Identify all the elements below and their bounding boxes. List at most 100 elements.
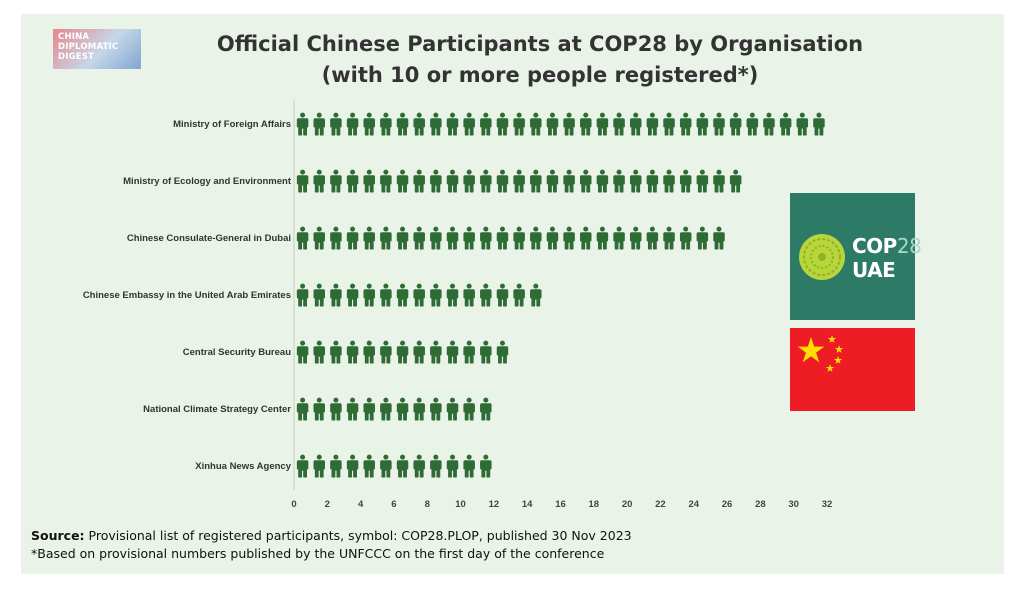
person-icon bbox=[396, 397, 409, 421]
person-icon bbox=[313, 397, 326, 421]
person-icon bbox=[296, 226, 309, 250]
china-diplomatic-digest-logo: CHINA DIPLOMATIC DIGEST bbox=[53, 29, 141, 69]
person-icon bbox=[530, 112, 542, 136]
person-icon bbox=[696, 169, 709, 193]
person-icon bbox=[380, 454, 392, 478]
person-icon bbox=[546, 112, 559, 136]
person-icon bbox=[430, 169, 442, 193]
person-icon bbox=[463, 397, 475, 421]
person-icon bbox=[446, 454, 459, 478]
person-icon bbox=[363, 340, 375, 364]
person-icon bbox=[646, 169, 659, 193]
source-text: Provisional list of registered participa… bbox=[84, 528, 632, 543]
person-icon bbox=[446, 226, 459, 250]
person-icon bbox=[346, 169, 359, 193]
category-label: Chinese Consulate-General in Dubai bbox=[127, 233, 291, 244]
x-tick-label: 12 bbox=[489, 499, 500, 510]
person-icon bbox=[513, 283, 525, 307]
person-icon bbox=[296, 397, 309, 421]
person-icon bbox=[563, 112, 575, 136]
person-icon bbox=[480, 112, 492, 136]
bar-row bbox=[296, 340, 509, 364]
person-icon bbox=[413, 112, 425, 136]
person-icon bbox=[363, 454, 375, 478]
person-icon bbox=[646, 226, 659, 250]
cop28-logo-line2: UAE bbox=[852, 258, 896, 282]
person-icon bbox=[530, 226, 542, 250]
person-icon bbox=[613, 169, 625, 193]
person-icon bbox=[646, 112, 659, 136]
person-icon bbox=[480, 454, 492, 478]
category-label: Ministry of Foreign Affairs bbox=[173, 119, 291, 130]
person-icon bbox=[580, 169, 592, 193]
cop28-logo-line1: COP28 bbox=[852, 234, 922, 258]
x-tick-label: 14 bbox=[522, 499, 533, 510]
bar-row bbox=[296, 454, 492, 478]
china-flag-stars bbox=[797, 335, 844, 372]
person-icon bbox=[629, 226, 642, 250]
person-icon bbox=[330, 283, 342, 307]
x-tick-label: 28 bbox=[755, 499, 766, 510]
bar-row bbox=[296, 397, 492, 421]
person-icon bbox=[463, 454, 475, 478]
person-icon bbox=[729, 112, 742, 136]
cop28-logo-number: 28 bbox=[896, 234, 922, 258]
person-icon bbox=[663, 112, 675, 136]
person-icon bbox=[346, 397, 359, 421]
person-icon bbox=[729, 169, 742, 193]
logo-line: DIPLOMATIC bbox=[58, 42, 119, 52]
category-label: Xinhua News Agency bbox=[195, 461, 291, 472]
person-icon bbox=[380, 283, 392, 307]
person-icon bbox=[796, 112, 809, 136]
person-icon bbox=[513, 226, 525, 250]
globe-icon bbox=[799, 234, 845, 280]
person-icon bbox=[596, 112, 609, 136]
person-icon bbox=[679, 169, 692, 193]
category-label: National Climate Strategy Center bbox=[143, 404, 291, 415]
person-icon bbox=[763, 112, 775, 136]
person-icon bbox=[330, 112, 342, 136]
x-tick-label: 6 bbox=[391, 499, 396, 510]
x-tick-label: 4 bbox=[358, 499, 364, 510]
flag-small-star bbox=[833, 356, 843, 364]
bar-row bbox=[296, 112, 825, 136]
person-icon bbox=[396, 283, 409, 307]
person-icon bbox=[330, 454, 342, 478]
person-icon bbox=[346, 283, 359, 307]
person-icon bbox=[496, 283, 509, 307]
chart-footer: Source: Provisional list of registered p… bbox=[31, 527, 991, 563]
person-icon bbox=[346, 454, 359, 478]
person-icon bbox=[380, 340, 392, 364]
person-icon bbox=[530, 169, 542, 193]
person-icon bbox=[346, 112, 359, 136]
person-icon bbox=[629, 112, 642, 136]
person-icon bbox=[330, 226, 342, 250]
person-icon bbox=[380, 112, 392, 136]
person-icon bbox=[396, 226, 409, 250]
person-icon bbox=[313, 340, 326, 364]
category-label: Ministry of Ecology and Environment bbox=[123, 176, 292, 187]
person-icon bbox=[546, 169, 559, 193]
flag-small-star bbox=[827, 335, 837, 343]
person-icon bbox=[363, 283, 375, 307]
flag-large-star bbox=[797, 337, 825, 363]
person-icon bbox=[480, 340, 492, 364]
person-icon bbox=[430, 226, 442, 250]
person-icon bbox=[396, 454, 409, 478]
person-icon bbox=[679, 226, 692, 250]
person-icon bbox=[313, 454, 326, 478]
person-icon bbox=[480, 397, 492, 421]
logo-line: DIGEST bbox=[58, 52, 95, 62]
person-icon bbox=[296, 283, 309, 307]
person-icon bbox=[663, 226, 675, 250]
person-icon bbox=[396, 112, 409, 136]
person-icon bbox=[463, 283, 475, 307]
bar-row bbox=[296, 226, 725, 250]
person-icon bbox=[363, 169, 375, 193]
chart-title-line1: Official Chinese Participants at COP28 b… bbox=[216, 32, 864, 56]
person-icon bbox=[530, 283, 542, 307]
category-label: Chinese Embassy in the United Arab Emira… bbox=[83, 290, 291, 301]
person-icon bbox=[446, 340, 459, 364]
person-icon bbox=[496, 226, 509, 250]
